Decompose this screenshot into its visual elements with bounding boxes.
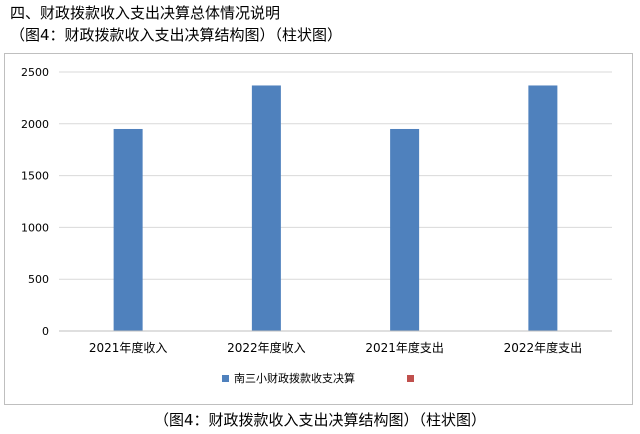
x-axis-tick-labels: 2021年度收入 2022年度收入 2021年度支出 2022年度支出 <box>89 340 582 355</box>
figure-caption: （图4：财政拨款收入支出决算结构图）（柱状图） <box>153 411 487 429</box>
y-tick-label: 1000 <box>21 221 49 234</box>
figure-subheading: （图4：财政拨款收入支出决算结构图）（柱状图） <box>10 26 343 44</box>
x-tick-label: 2021年度支出 <box>365 340 444 355</box>
legend: 南三小财政拨款收支决算 <box>222 371 414 385</box>
bar <box>251 85 281 331</box>
bar <box>528 85 558 331</box>
y-tick-label: 500 <box>28 273 49 286</box>
x-tick-label: 2022年度收入 <box>227 340 306 355</box>
legend-label: 南三小财政拨款收支决算 <box>234 371 355 385</box>
chart-frame: 0 500 1000 1500 2000 2500 2021年度收入 2022年度收入 202… <box>4 53 633 405</box>
bar <box>113 128 143 331</box>
x-tick-label: 2021年度收入 <box>89 340 168 355</box>
y-tick-label: 1500 <box>21 170 49 183</box>
x-tick-label: 2022年度支出 <box>504 340 583 355</box>
section-heading: 四、财政拨款收入支出决算总体情况说明 <box>10 4 281 22</box>
y-tick-label: 0 <box>42 325 49 338</box>
legend-swatch <box>222 375 229 382</box>
grid-lines <box>59 71 612 280</box>
legend-swatch <box>407 375 414 382</box>
y-tick-label: 2000 <box>21 118 49 131</box>
y-axis-tick-labels: 0 500 1000 1500 2000 2500 <box>21 66 49 338</box>
bar <box>390 128 420 331</box>
bars <box>113 85 558 331</box>
y-tick-label: 2500 <box>21 66 49 79</box>
